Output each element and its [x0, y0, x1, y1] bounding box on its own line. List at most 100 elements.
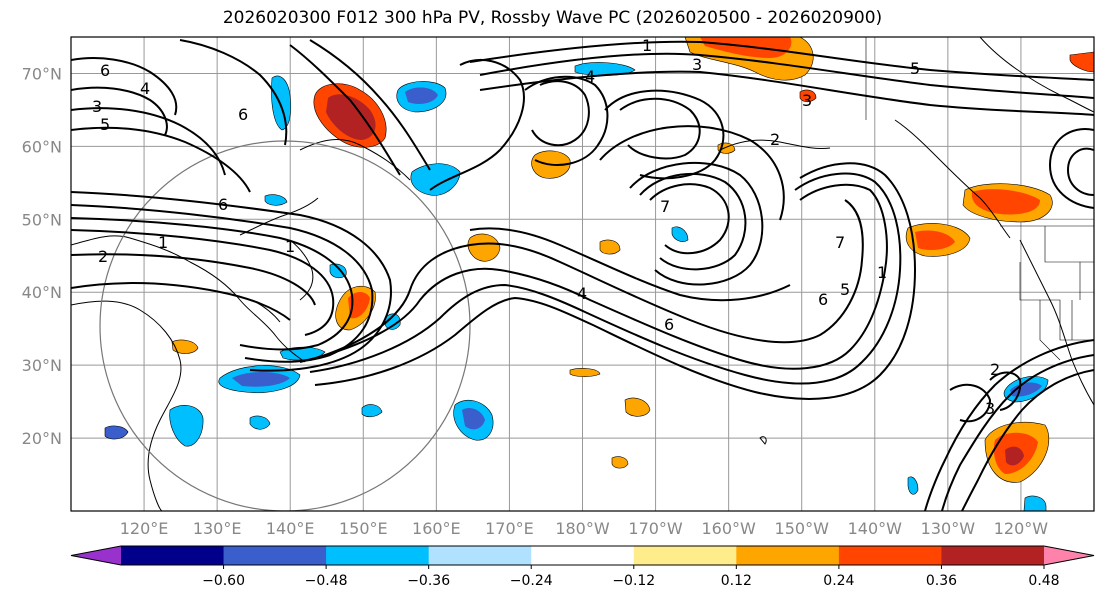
negative-anomaly-core — [232, 372, 290, 387]
positive-anomaly-shading — [467, 233, 501, 262]
pv-contours — [71, 39, 1094, 511]
figure-title: 2026020300 F012 300 hPa PV, Rossby Wave … — [222, 8, 883, 28]
latitude-tick-label: 40°N — [22, 283, 62, 302]
colorbar-segment — [531, 546, 635, 565]
colorbar-extend-low — [71, 546, 121, 565]
longitude-tick-label: 140°W — [848, 519, 903, 538]
negative-anomaly-shading — [279, 346, 326, 361]
contour-label: 4 — [140, 79, 150, 98]
contour-label: 5 — [910, 59, 920, 78]
colorbar-segment — [736, 546, 840, 565]
colorbar-extend-high — [1044, 546, 1094, 565]
contour-label: 1 — [877, 263, 887, 282]
anomaly-shading — [104, 37, 1094, 511]
contour-label: 6 — [818, 290, 828, 309]
coastlines — [71, 37, 1094, 511]
colorbar-tick-label: 0.36 — [926, 573, 957, 589]
colorbar-tick-label: 0.24 — [823, 573, 854, 589]
colorbar-outline — [70, 545, 1095, 566]
contour-label: 1 — [285, 237, 295, 256]
positive-anomaly-core — [326, 94, 376, 140]
negative-anomaly-shading — [264, 194, 288, 206]
contour-labels: 1 1 2 3 3 4 4 5 5 6 6 6 6 7 7 1 2 3 2 3 … — [92, 36, 1000, 418]
positive-anomaly-shading — [599, 239, 621, 255]
contour-label: 1 — [158, 233, 168, 252]
contour-label: 2 — [990, 360, 1000, 379]
negative-anomaly-shading — [361, 404, 383, 418]
positive-anomaly-core — [915, 230, 955, 250]
negative-anomaly-shading — [574, 62, 636, 76]
contour-label: 3 — [985, 399, 995, 418]
colorbar-tick-label: −0.12 — [612, 573, 655, 589]
colorbar-tick-label: −0.36 — [407, 573, 450, 589]
longitude-tick-label: 180°W — [555, 519, 610, 538]
longitude-tick-label: 130°E — [193, 519, 242, 538]
colorbar-segment — [223, 546, 327, 565]
contour-label: 6 — [664, 315, 674, 334]
colorbar-tick-label: −0.60 — [202, 573, 245, 589]
contour-label: 3 — [92, 97, 102, 116]
contour-label: 6 — [218, 195, 228, 214]
map-content: 1 1 2 3 3 4 4 5 5 6 6 6 6 7 7 1 2 3 2 3 … — [71, 36, 1094, 511]
contour-label: 5 — [100, 115, 110, 134]
positive-anomaly-shading — [611, 456, 629, 469]
negative-anomaly-core — [462, 408, 485, 430]
negative-anomaly-shading — [671, 226, 689, 242]
contour-label: 4 — [585, 67, 595, 86]
longitude-tick-label: 140°E — [266, 519, 315, 538]
colorbar-tick-label: 0.12 — [721, 573, 752, 589]
longitude-tick-label: 120°W — [994, 519, 1049, 538]
negative-anomaly-shading — [249, 415, 271, 430]
contour-label: 4 — [577, 284, 587, 303]
colorbar-segment — [428, 546, 532, 565]
contour-label: 6 — [238, 105, 248, 124]
latitude-tick-label: 50°N — [22, 210, 62, 229]
longitude-tick-label: 170°E — [485, 519, 534, 538]
contour-label: 2 — [770, 130, 780, 149]
colorbar-segment — [838, 546, 942, 565]
contour-label: 2 — [98, 247, 108, 266]
longitude-tick-label: 120°E — [120, 519, 169, 538]
negative-anomaly-shading — [907, 476, 919, 495]
political-borders — [865, 37, 1094, 361]
negative-anomaly-shading — [1023, 495, 1047, 511]
latitude-tick-label: 20°N — [22, 429, 62, 448]
colorbar-segment — [326, 546, 430, 565]
negative-anomaly-shading — [329, 263, 347, 279]
longitude-tick-label: 150°E — [339, 519, 388, 538]
colorbar: −0.60 −0.48 −0.36 −0.24 −0.12 0.12 0.24 0.36 0.4… — [70, 545, 1095, 589]
longitude-tick-label: 160°E — [412, 519, 461, 538]
positive-anomaly-shading — [569, 368, 601, 377]
latitude-tick-label: 70°N — [22, 64, 62, 83]
contour-label: 3 — [802, 91, 812, 110]
colorbar-segment — [121, 546, 225, 565]
map-frame — [70, 36, 1095, 512]
colorbar-segment — [633, 546, 737, 565]
colorbar-tick-label: −0.48 — [305, 573, 348, 589]
longitude-tick-label: 130°W — [921, 519, 976, 538]
contour-label: 5 — [840, 280, 850, 299]
contour-label: 7 — [835, 233, 845, 252]
contour-label: 6 — [100, 61, 110, 80]
longitude-tick-label: 160°W — [701, 519, 756, 538]
longitude-tick-label: 170°W — [628, 519, 683, 538]
negative-anomaly-core — [405, 87, 438, 104]
negative-anomaly-shading — [384, 313, 401, 330]
positive-anomaly-core — [1005, 446, 1024, 466]
contour-label: 7 — [660, 197, 670, 216]
latitude-tick-label: 60°N — [22, 137, 62, 156]
latitude-labels: 70°N 60°N 50°N 40°N 30°N 20°N — [22, 64, 62, 448]
colorbar-tick-label: 0.48 — [1028, 573, 1059, 589]
negative-anomaly-shading — [410, 163, 461, 196]
contour-label: 1 — [642, 36, 652, 55]
positive-anomaly-shading — [799, 89, 817, 103]
positive-anomaly-shading — [624, 397, 651, 417]
negative-anomaly-shading — [104, 425, 129, 440]
longitude-tick-label: 150°W — [775, 519, 830, 538]
colorbar-segment — [941, 546, 1045, 565]
positive-anomaly-core — [700, 37, 792, 58]
colorbar-tick-label: −0.24 — [510, 573, 553, 589]
longitude-labels: 120°E 130°E 140°E 150°E 160°E 170°E 180°W 170°W… — [120, 519, 1049, 538]
negative-anomaly-shading — [271, 75, 292, 131]
